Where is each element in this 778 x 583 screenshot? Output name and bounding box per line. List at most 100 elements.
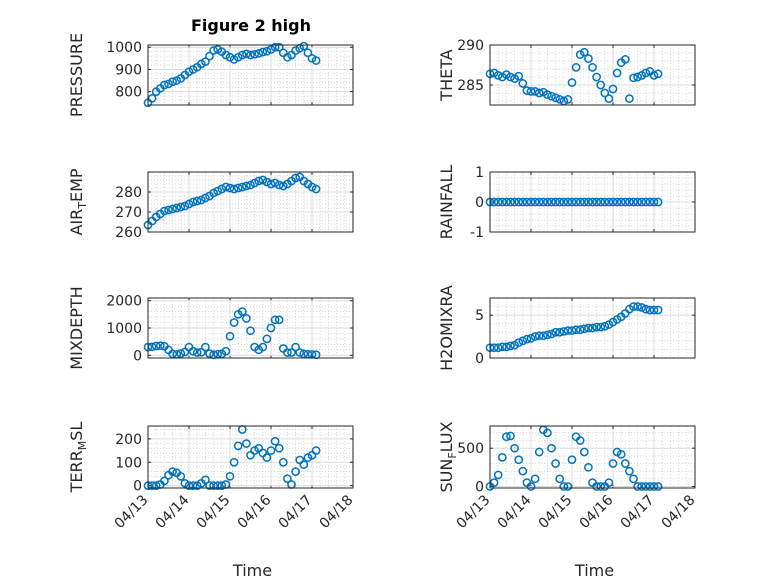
data-point: [506, 431, 515, 441]
data-point: [547, 197, 556, 207]
data-point: [254, 49, 264, 58]
data-point: [151, 481, 161, 491]
data-point: [629, 73, 638, 83]
data-point: [278, 457, 288, 467]
data-point: [629, 302, 638, 311]
data-point: [538, 197, 548, 207]
data-point: [604, 197, 614, 207]
figure-title: Figure 2 high: [191, 16, 311, 35]
data-point: [571, 325, 581, 335]
y-tick-label: 200: [115, 432, 142, 448]
data-point: [625, 466, 634, 476]
data-point: [201, 475, 210, 485]
y-axis-label: MIXDEPTH: [67, 286, 86, 369]
data-point: [641, 482, 651, 491]
data-point: [233, 441, 243, 451]
data-point: [266, 446, 276, 455]
y-tick-label: 900: [115, 62, 142, 78]
data-point: [633, 302, 642, 311]
x-tick-label: 04/13: [112, 492, 152, 532]
data-point: [649, 197, 659, 207]
data-point: [530, 87, 540, 96]
data-point: [604, 94, 614, 103]
y-tick-label: 0: [133, 479, 142, 495]
data-point: [254, 176, 264, 186]
data-point: [497, 453, 507, 462]
x-tick-label: 04/18: [659, 492, 699, 532]
data-point: [534, 88, 544, 98]
data-point: [502, 342, 511, 352]
y-tick-label: 290: [457, 38, 484, 54]
panel-mixdepth: 0 1000 2000 MIXDEPTH: [67, 286, 354, 370]
data-point: [242, 49, 251, 59]
data-point: [497, 197, 507, 207]
data-point: [258, 342, 268, 352]
data-point: [221, 182, 231, 192]
y-axis-label: H2OMIXRA: [437, 285, 456, 371]
data-point: [567, 197, 577, 207]
x-tick-label: 04/14: [153, 492, 193, 532]
data-point: [270, 178, 280, 188]
data-point: [649, 71, 659, 80]
data-point: [506, 341, 515, 351]
data-point: [246, 326, 255, 336]
data-point: [620, 459, 630, 468]
data-point: [616, 197, 626, 207]
data-point: [510, 197, 519, 207]
data-point: [596, 482, 606, 491]
data-point: [584, 323, 593, 333]
axes-box: [147, 297, 354, 359]
data-point: [246, 180, 255, 190]
data-point: [620, 197, 630, 207]
axes-box: [489, 171, 696, 233]
data-point: [547, 329, 556, 339]
data-point: [160, 476, 169, 486]
data-point: [311, 184, 321, 194]
data-point: [653, 197, 663, 207]
data-point: [192, 348, 202, 357]
data-point: [608, 84, 618, 94]
data-point: [262, 177, 272, 187]
data-point: [608, 459, 618, 468]
data-point: [221, 346, 231, 356]
data-point: [608, 197, 618, 207]
x-tick-label: 04/17: [618, 492, 658, 532]
data-point: [188, 197, 198, 207]
y-axis-label: TERRMSL: [67, 422, 89, 494]
data-point: [543, 330, 552, 340]
data-point: [612, 197, 622, 207]
data-point: [649, 482, 659, 491]
data-point: [530, 197, 540, 207]
data-point: [653, 69, 663, 79]
data-point: [213, 186, 223, 196]
data-point: [225, 331, 235, 341]
data-point: [526, 482, 536, 491]
data-point: [160, 80, 169, 90]
y-tick-label: 1000: [106, 40, 142, 56]
axes-box: [147, 171, 354, 233]
data-point: [592, 197, 601, 207]
data-point: [645, 197, 655, 207]
data-point: [653, 305, 663, 315]
data-point: [213, 481, 223, 491]
data-point: [201, 342, 210, 352]
data-point: [168, 77, 177, 87]
data-point: [543, 428, 552, 438]
x-tick-label: 04/16: [577, 492, 617, 532]
data-point: [209, 188, 218, 198]
data-point: [242, 314, 251, 323]
data-point: [571, 197, 581, 207]
axes-box: [489, 425, 696, 489]
data-point: [242, 181, 251, 191]
data-point: [246, 50, 255, 60]
data-point: [514, 338, 524, 347]
y-tick-label: 800: [115, 85, 142, 101]
data-point: [217, 481, 227, 491]
data-point: [629, 474, 638, 484]
data-point: [559, 482, 569, 491]
data-point: [637, 303, 647, 312]
data-point: [555, 327, 565, 337]
data-point: [551, 327, 560, 337]
data-point: [625, 94, 634, 103]
